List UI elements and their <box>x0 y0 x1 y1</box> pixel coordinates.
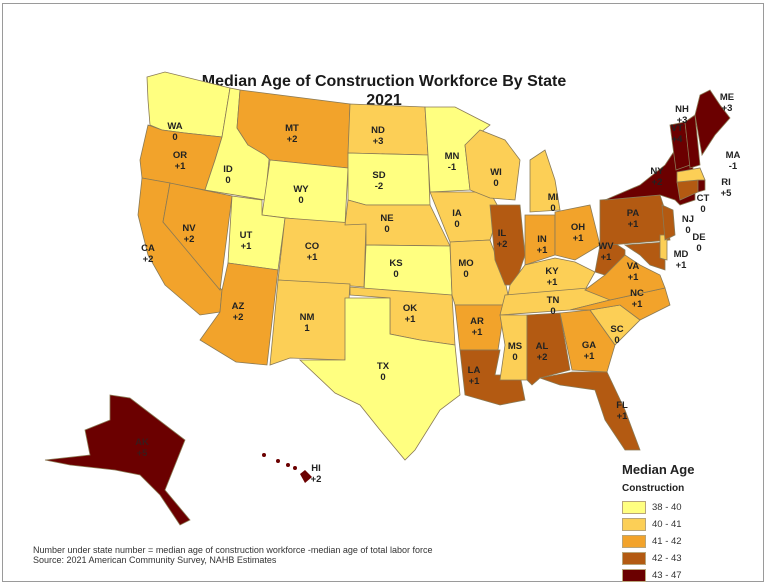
legend-subtitle: Construction <box>622 483 685 494</box>
state-ND[interactable] <box>347 103 429 156</box>
legend-item: 42 - 43 <box>622 551 682 565</box>
label-VA: VA +1 <box>626 261 640 283</box>
legend-swatch <box>622 568 646 582</box>
label-MO: MO 0 <box>458 258 474 280</box>
label-MT: MT +2 <box>285 123 299 145</box>
label-AK: AK +5 <box>135 437 149 459</box>
label-OR: OR +1 <box>172 150 188 172</box>
label-NC: NC +1 <box>630 288 644 310</box>
label-NY: NY +2 <box>650 166 664 188</box>
label-IL: IL +2 <box>496 228 508 250</box>
label-MA: MA -1 <box>725 150 741 172</box>
state-LA[interactable] <box>459 349 526 406</box>
label-IA: IA 0 <box>452 208 462 230</box>
state-AZ[interactable] <box>199 262 279 366</box>
label-CO: CO +1 <box>304 241 320 263</box>
state-CO[interactable] <box>277 217 367 288</box>
legend-swatch <box>622 500 646 514</box>
state-GA[interactable] <box>559 309 616 373</box>
map-title: Median Age of Construction Workforce By … <box>201 73 567 90</box>
legend-item: 38 - 40 <box>622 500 682 514</box>
state-FL[interactable] <box>538 371 641 451</box>
label-VT: VT +4 <box>670 123 684 145</box>
state-MS[interactable] <box>499 314 528 381</box>
state-WA[interactable] <box>146 71 231 138</box>
label-WV: WV +1 <box>598 241 614 263</box>
label-DE: DE 0 <box>692 232 706 254</box>
label-LA: LA +1 <box>467 365 481 387</box>
state-AK[interactable] <box>44 394 191 526</box>
state-HI[interactable] <box>262 453 312 483</box>
label-RI: RI +5 <box>720 177 732 199</box>
label-SC: SC 0 <box>610 324 624 346</box>
label-TX: TX 0 <box>376 361 390 383</box>
state-MD[interactable] <box>623 241 666 271</box>
label-FL: FL +1 <box>616 400 628 422</box>
state-KS[interactable] <box>363 244 453 296</box>
label-CT: CT 0 <box>696 193 710 215</box>
legend-title: Median Age <box>622 462 695 477</box>
label-NH: NH +3 <box>675 104 689 126</box>
label-NV: NV +2 <box>182 223 196 245</box>
footnote-definition: Number under state number = median age o… <box>33 545 433 555</box>
label-AL: AL +2 <box>535 341 549 363</box>
label-CA: CA +2 <box>141 243 155 265</box>
footnote: Number under state number = median age o… <box>33 545 432 565</box>
legend-swatch <box>622 517 646 531</box>
label-UT: UT +1 <box>239 230 253 252</box>
state-NH[interactable] <box>684 114 701 169</box>
label-SD: SD -2 <box>372 170 386 192</box>
legend-item: 40 - 41 <box>622 517 682 531</box>
footnote-source: Source: 2021 American Community Survey, … <box>33 555 277 565</box>
state-MA[interactable] <box>676 167 706 183</box>
label-AR: AR +1 <box>470 316 484 338</box>
label-AZ: AZ +2 <box>231 301 245 323</box>
label-MN: MN -1 <box>444 151 460 173</box>
label-ND: ND +3 <box>371 125 385 147</box>
label-HI: HI +2 <box>310 463 322 485</box>
label-OH: OH +1 <box>570 222 586 244</box>
label-ID: ID 0 <box>223 164 233 186</box>
label-MS: MS 0 <box>507 341 523 363</box>
label-OK: OK +1 <box>402 303 418 325</box>
label-NJ: NJ 0 <box>681 214 695 236</box>
state-NM[interactable] <box>269 279 351 366</box>
label-ME: ME +3 <box>719 92 735 114</box>
state-NV[interactable] <box>162 182 233 291</box>
label-GA: GA +1 <box>581 340 597 362</box>
label-WI: WI 0 <box>490 167 502 189</box>
label-WY: WY 0 <box>293 184 309 206</box>
legend-item: 43 - 47 <box>622 568 682 582</box>
state-NJ[interactable] <box>661 204 676 241</box>
label-MD: MD +1 <box>673 249 689 271</box>
state-TX[interactable] <box>298 297 461 461</box>
legend-item: 41 - 42 <box>622 534 682 548</box>
legend-swatch <box>622 534 646 548</box>
label-TN: TN 0 <box>546 295 560 317</box>
label-IN: IN +1 <box>536 234 548 256</box>
label-KY: KY +1 <box>545 266 559 288</box>
state-WI[interactable] <box>464 129 521 201</box>
state-OH[interactable] <box>554 204 601 261</box>
label-PA: PA +1 <box>626 208 640 230</box>
label-WA: WA 0 <box>167 121 183 143</box>
state-ME[interactable] <box>694 89 731 157</box>
state-SD[interactable] <box>347 152 431 206</box>
label-MI: MI 0 <box>547 192 559 214</box>
legend-swatch <box>622 551 646 565</box>
state-MI[interactable] <box>529 149 561 213</box>
state-RI[interactable] <box>697 179 706 193</box>
label-KS: KS 0 <box>389 258 403 280</box>
label-NE: NE 0 <box>380 213 394 235</box>
label-NM: NM 1 <box>299 312 315 334</box>
